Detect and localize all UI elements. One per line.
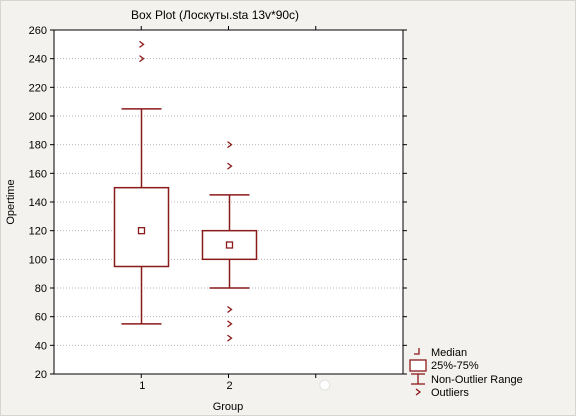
y-tick-label: 120 [29,226,47,238]
legend-label-range: Non-Outlier Range [431,374,523,386]
median-marker [137,227,146,235]
box-series [113,40,258,342]
box-group [201,141,258,342]
y-tick-label: 180 [29,140,47,152]
box-iqr [201,229,258,261]
x-axis-title: Group [213,401,244,413]
outlier-point [227,162,233,170]
y-tick-label: 260 [29,25,47,37]
y-tick-label: 240 [29,54,47,66]
legend-box-swatch [409,359,427,372]
y-tick-label: 80 [35,283,47,295]
grid-lines [54,30,403,374]
y-axis-title: Opertime [5,179,17,224]
outlier-point [227,141,233,149]
y-tick-label: 100 [29,254,47,266]
y-axis: 20 40 60 80 100 120 140 160 180 200 220 240 260 [29,25,407,381]
outlier-point [227,320,233,328]
outlier-point [227,334,233,342]
box-group [113,40,170,325]
outlier-point [139,55,145,63]
outlier-point [227,305,233,314]
y-tick-label: 160 [29,168,47,180]
decorative-mark [319,379,331,391]
y-tick-label: 20 [35,369,47,381]
legend-median-swatch [414,348,420,355]
legend-label-box: 25%-75% [431,360,479,372]
legend-label-outliers: Outliers [431,387,469,399]
legend-label-median: Median [431,347,467,359]
y-tick-label: 60 [35,312,47,324]
legend-outlier-swatch [415,388,422,396]
y-tick-label: 140 [29,197,47,209]
median-marker [225,241,234,249]
x-tick-label: 2 [226,380,232,392]
chart-title: Box Plot (Лоскуты.sta 13v*90c) [131,8,299,22]
x-tick-label: 1 [139,380,145,392]
y-tick-label: 220 [29,82,47,94]
y-tick-label: 40 [35,340,47,352]
y-tick-label: 200 [29,111,47,123]
outlier-point [139,40,145,48]
